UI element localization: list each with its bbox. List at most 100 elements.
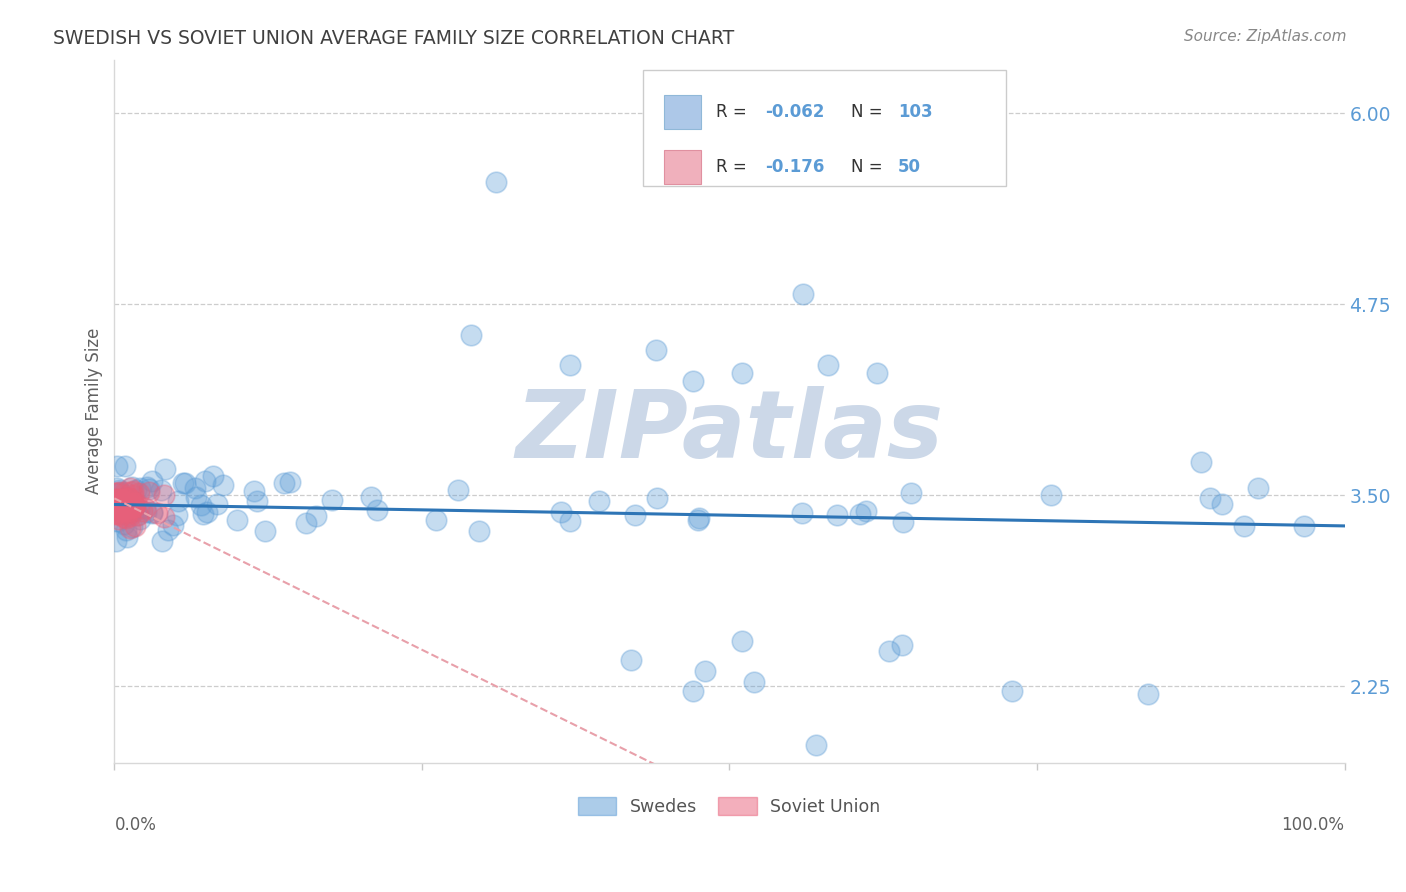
Point [124, 496, 146, 510]
Point [120, 505, 142, 519]
Text: -0.062: -0.062 [765, 103, 824, 121]
Point [138, 485, 160, 500]
Point [558, 359, 581, 373]
Point [460, 327, 482, 342]
Point [1189, 455, 1212, 469]
Point [121, 483, 143, 498]
Text: SWEDISH VS SOVIET UNION AVERAGE FAMILY SIZE CORRELATION CHART: SWEDISH VS SOVIET UNION AVERAGE FAMILY S… [53, 29, 735, 48]
Point [107, 504, 129, 518]
Point [107, 508, 129, 522]
Point [550, 505, 572, 519]
Point [253, 524, 276, 539]
Point [141, 474, 163, 488]
Point [114, 458, 136, 473]
Point [688, 511, 710, 525]
Point [191, 507, 214, 521]
Point [205, 497, 228, 511]
Point [624, 508, 647, 522]
Point [190, 499, 212, 513]
Point [120, 481, 142, 495]
Point [186, 490, 208, 504]
Point [118, 504, 141, 518]
Point [790, 506, 813, 520]
Text: 50: 50 [898, 158, 921, 177]
Point [125, 508, 148, 522]
Text: 100.0%: 100.0% [1281, 815, 1344, 834]
Point [278, 475, 301, 490]
Point [157, 523, 180, 537]
Point [1198, 491, 1220, 505]
Point [731, 633, 754, 648]
Point [246, 493, 269, 508]
Point [108, 492, 131, 507]
Point [152, 533, 174, 548]
Point [305, 508, 328, 523]
Point [226, 513, 249, 527]
Point [105, 506, 128, 520]
Point [121, 488, 143, 502]
Point [644, 343, 666, 357]
Point [118, 521, 141, 535]
Point [295, 516, 318, 531]
Text: 103: 103 [898, 103, 932, 121]
Point [731, 366, 754, 380]
Point [645, 491, 668, 505]
Point [141, 506, 163, 520]
Point [108, 485, 131, 500]
Point [825, 508, 848, 523]
Point [194, 474, 217, 488]
Point [153, 510, 176, 524]
Point [138, 482, 160, 496]
Point [360, 490, 382, 504]
Point [1292, 519, 1315, 533]
Point [112, 498, 135, 512]
Point [485, 175, 508, 189]
Point [112, 493, 135, 508]
Text: Source: ZipAtlas.com: Source: ZipAtlas.com [1184, 29, 1347, 45]
Point [124, 502, 146, 516]
Point [107, 514, 129, 528]
Point [202, 468, 225, 483]
Point [366, 502, 388, 516]
Point [105, 485, 128, 500]
Point [107, 493, 129, 508]
Point [890, 638, 912, 652]
Point [1211, 497, 1233, 511]
Point [110, 502, 132, 516]
Point [135, 505, 157, 519]
Point [125, 496, 148, 510]
Point [121, 480, 143, 494]
Point [127, 508, 149, 522]
Point [108, 496, 131, 510]
Point [425, 513, 447, 527]
Y-axis label: Average Family Size: Average Family Size [86, 328, 103, 494]
Point [1001, 684, 1024, 698]
Point [121, 498, 143, 512]
Point [110, 484, 132, 499]
Point [105, 533, 128, 548]
Point [1136, 687, 1159, 701]
Point [118, 508, 141, 523]
Point [855, 504, 877, 518]
Point [118, 491, 141, 506]
Point [866, 366, 889, 380]
Point [122, 500, 145, 514]
Point [792, 286, 814, 301]
Point [149, 483, 172, 498]
FancyBboxPatch shape [644, 70, 1007, 186]
Point [108, 491, 131, 506]
Point [105, 481, 128, 495]
Point [804, 738, 827, 752]
Point [115, 502, 138, 516]
Point [447, 483, 470, 497]
Point [162, 518, 184, 533]
Point [212, 477, 235, 491]
FancyBboxPatch shape [664, 95, 702, 129]
Point [121, 520, 143, 534]
Point [682, 374, 704, 388]
Point [107, 500, 129, 514]
Point [184, 481, 207, 495]
Point [112, 500, 135, 514]
Point [131, 503, 153, 517]
Point [141, 505, 163, 519]
